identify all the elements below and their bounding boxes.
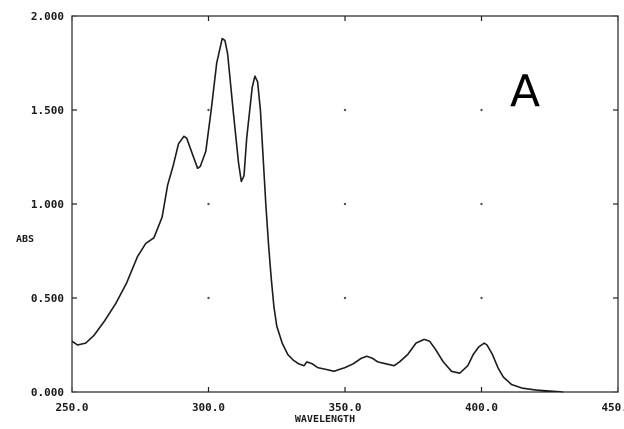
grid-dots bbox=[207, 108, 483, 300]
y-tick-label: 0.000 bbox=[31, 386, 64, 399]
y-tick-label: 2.000 bbox=[31, 10, 64, 23]
x-tick-label: 400.0 bbox=[465, 401, 498, 414]
x-axis-label: WAVELENGTH bbox=[295, 414, 355, 425]
y-tick-label: 1.000 bbox=[31, 198, 64, 211]
grid-dot bbox=[343, 108, 347, 112]
panel-label: A bbox=[510, 66, 540, 117]
y-tick-labels: 0.000 0.500 1.000 1.500 2.000 bbox=[31, 10, 64, 399]
y-tick-label: 0.500 bbox=[31, 292, 64, 305]
y-axis-label: ABS bbox=[16, 234, 34, 245]
grid-dot bbox=[207, 296, 210, 300]
grid-dot bbox=[343, 296, 347, 300]
y-tick-label: 1.500 bbox=[31, 104, 64, 117]
grid-dot bbox=[480, 202, 483, 206]
x-tick-labels: 250.0 300.0 350.0 400.0 450.0 bbox=[55, 401, 624, 414]
grid-dot bbox=[480, 108, 483, 112]
x-tick-label: 250.0 bbox=[55, 401, 88, 414]
axis-ticks bbox=[71, 15, 619, 393]
series-line bbox=[71, 37, 564, 393]
grid-dot bbox=[343, 202, 347, 206]
x-tick-label: 350.0 bbox=[328, 401, 361, 414]
grid-dot bbox=[207, 202, 210, 206]
grid-dot bbox=[480, 296, 483, 300]
x-tick-label: 450.0 bbox=[601, 401, 624, 414]
grid-dot bbox=[207, 108, 210, 112]
x-tick-label: 300.0 bbox=[192, 401, 225, 414]
